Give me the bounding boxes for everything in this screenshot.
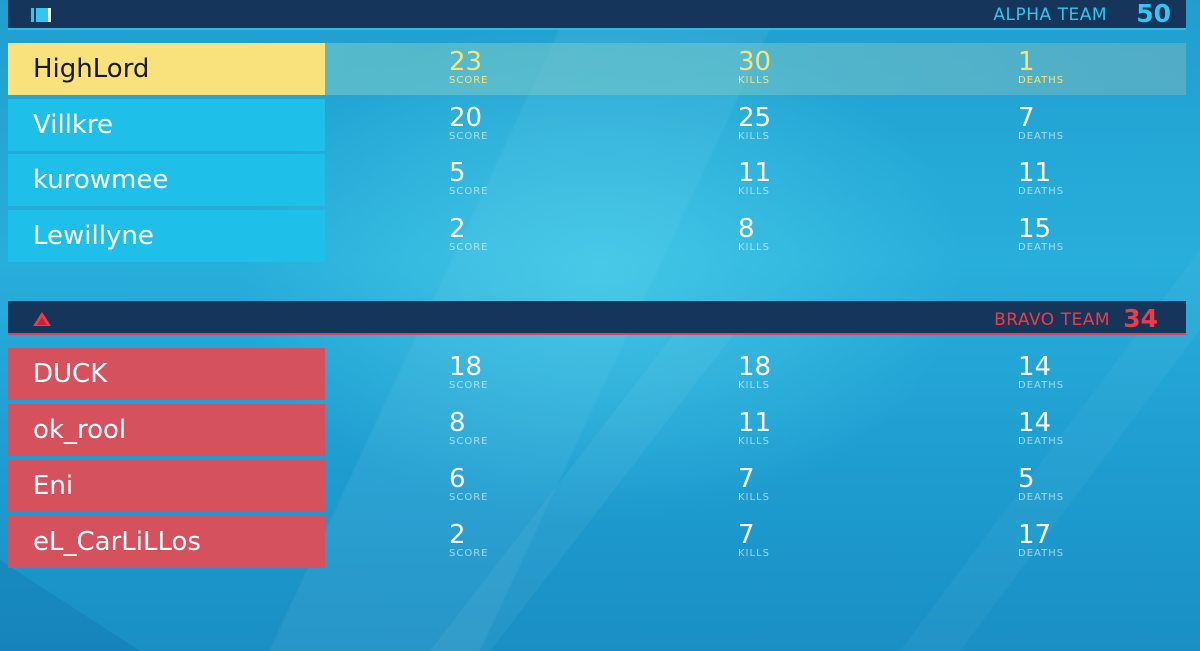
kills-value: 7 <box>738 520 755 550</box>
score-value: 6 <box>449 464 466 494</box>
deaths-value: 1 <box>1018 47 1035 77</box>
player-score: 5 SCORE <box>449 159 488 197</box>
kills-value: 11 <box>738 158 772 188</box>
score-label: SCORE <box>449 75 489 86</box>
score-label: SCORE <box>449 436 489 447</box>
player-deaths: 14 DEATHS <box>1018 353 1064 391</box>
player-deaths: 5 DEATHS <box>1018 465 1064 503</box>
deaths-label: DEATHS <box>1018 131 1065 142</box>
player-name: Lewillyne <box>8 210 325 262</box>
kills-label: KILLS <box>738 548 770 559</box>
player-kills: 30 KILLS <box>738 48 771 86</box>
kills-value: 8 <box>738 214 755 244</box>
player-kills: 11 KILLS <box>738 409 771 447</box>
player-deaths: 14 DEATHS <box>1018 409 1064 447</box>
deaths-value: 14 <box>1018 352 1052 382</box>
player-name: Eni <box>8 460 325 512</box>
deaths-value: 14 <box>1018 408 1052 438</box>
deaths-value: 17 <box>1018 520 1052 550</box>
player-deaths: 7 DEATHS <box>1018 104 1064 142</box>
kills-value: 7 <box>738 464 755 494</box>
player-row[interactable]: kurowmee 5 SCORE 11 KILLS 11 DEATHS <box>8 154 1186 206</box>
kills-label: KILLS <box>738 436 770 447</box>
score-label: SCORE <box>449 242 489 253</box>
player-name: eL_CarLiLLos <box>8 516 325 568</box>
player-name: Villkre <box>8 99 325 151</box>
kills-label: KILLS <box>738 75 770 86</box>
deaths-label: DEATHS <box>1018 548 1065 559</box>
player-score: 6 SCORE <box>449 465 488 503</box>
deaths-label: DEATHS <box>1018 380 1065 391</box>
player-name: kurowmee <box>8 154 325 206</box>
player-name: DUCK <box>8 348 325 400</box>
player-row[interactable]: Villkre 20 SCORE 25 KILLS 7 DEATHS <box>8 99 1186 151</box>
player-score: 2 SCORE <box>449 521 488 559</box>
score-value: 20 <box>449 103 483 133</box>
player-deaths: 15 DEATHS <box>1018 215 1064 253</box>
deaths-label: DEATHS <box>1018 186 1065 197</box>
score-value: 5 <box>449 158 466 188</box>
alpha-team-icon <box>31 7 51 27</box>
score-label: SCORE <box>449 131 489 142</box>
player-deaths: 11 DEATHS <box>1018 159 1064 197</box>
alpha-team-header: ALPHA TEAM 50 <box>8 0 1186 30</box>
score-value: 18 <box>449 352 483 382</box>
bravo-team-score: 34 <box>1123 304 1158 333</box>
player-row[interactable]: DUCK 18 SCORE 18 KILLS 14 DEATHS <box>8 348 1186 400</box>
deaths-label: DEATHS <box>1018 242 1065 253</box>
alpha-team-score: 50 <box>1136 0 1171 28</box>
score-value: 8 <box>449 408 466 438</box>
deaths-label: DEATHS <box>1018 492 1065 503</box>
bravo-team-name: BRAVO TEAM <box>994 310 1110 330</box>
player-kills: 7 KILLS <box>738 521 770 559</box>
player-score: 18 SCORE <box>449 353 488 391</box>
player-row[interactable]: Lewillyne 2 SCORE 8 KILLS 15 DEATHS <box>8 210 1186 262</box>
player-row[interactable]: ok_rool 8 SCORE 11 KILLS 14 DEATHS <box>8 404 1186 456</box>
player-kills: 8 KILLS <box>738 215 770 253</box>
kills-label: KILLS <box>738 242 770 253</box>
player-name: ok_rool <box>8 404 325 456</box>
player-row-highlightlord[interactable]: HighLord 23 SCORE 30 KILLS 1 DEATHS <box>8 43 1186 95</box>
deaths-value: 15 <box>1018 214 1052 244</box>
kills-value: 30 <box>738 47 772 77</box>
kills-label: KILLS <box>738 380 770 391</box>
deaths-value: 7 <box>1018 103 1035 133</box>
kills-label: KILLS <box>738 186 770 197</box>
player-name: HighLord <box>8 43 325 95</box>
bravo-team-icon <box>32 311 52 331</box>
score-label: SCORE <box>449 548 489 559</box>
bravo-team-header: BRAVO TEAM 34 <box>8 301 1186 335</box>
score-label: SCORE <box>449 492 489 503</box>
score-value: 2 <box>449 520 466 550</box>
player-score: 8 SCORE <box>449 409 488 447</box>
player-deaths: 1 DEATHS <box>1018 48 1064 86</box>
deaths-value: 5 <box>1018 464 1035 494</box>
score-value: 23 <box>449 47 483 77</box>
kills-label: KILLS <box>738 131 770 142</box>
kills-value: 25 <box>738 103 772 133</box>
player-score: 2 SCORE <box>449 215 488 253</box>
deaths-label: DEATHS <box>1018 75 1065 86</box>
score-label: SCORE <box>449 186 489 197</box>
kills-value: 11 <box>738 408 772 438</box>
player-row[interactable]: eL_CarLiLLos 2 SCORE 7 KILLS 17 DEATHS <box>8 516 1186 568</box>
player-kills: 7 KILLS <box>738 465 770 503</box>
player-row[interactable]: Eni 6 SCORE 7 KILLS 5 DEATHS <box>8 460 1186 512</box>
deaths-value: 11 <box>1018 158 1052 188</box>
player-deaths: 17 DEATHS <box>1018 521 1064 559</box>
score-value: 2 <box>449 214 466 244</box>
player-kills: 11 KILLS <box>738 159 771 197</box>
kills-value: 18 <box>738 352 772 382</box>
player-score: 23 SCORE <box>449 48 488 86</box>
kills-label: KILLS <box>738 492 770 503</box>
score-label: SCORE <box>449 380 489 391</box>
alpha-team-name: ALPHA TEAM <box>993 5 1107 25</box>
player-score: 20 SCORE <box>449 104 488 142</box>
player-kills: 18 KILLS <box>738 353 771 391</box>
player-kills: 25 KILLS <box>738 104 771 142</box>
deaths-label: DEATHS <box>1018 436 1065 447</box>
